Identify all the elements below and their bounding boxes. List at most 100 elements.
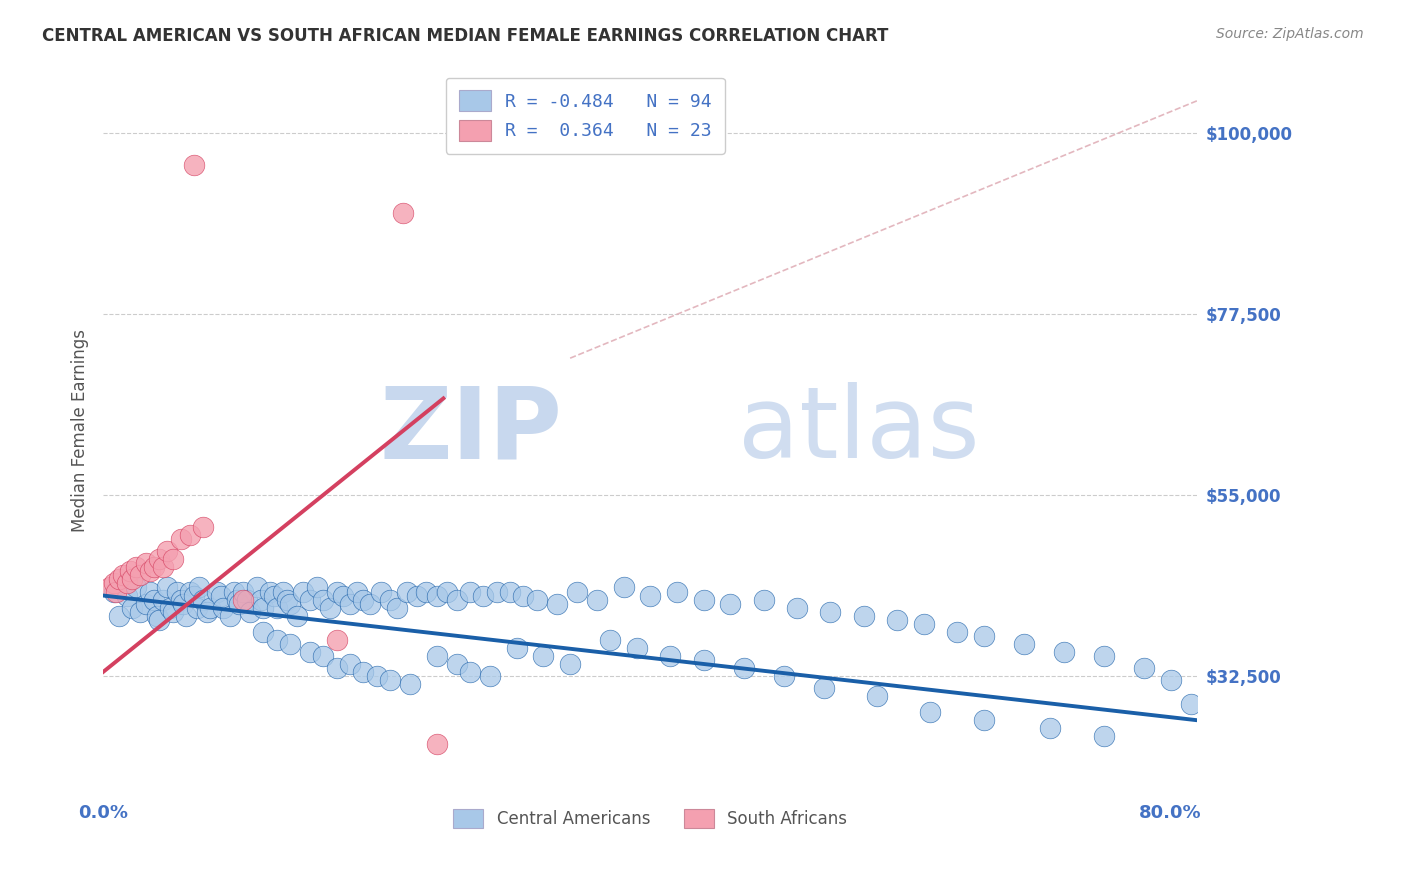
Point [169, 532, 191, 546]
Point [399, 677, 422, 691]
Point [1180, 697, 1202, 711]
Point [183, 158, 205, 172]
Point [946, 624, 969, 639]
Point [209, 589, 232, 603]
Point [142, 560, 165, 574]
Point [526, 592, 548, 607]
Text: Source: ZipAtlas.com: Source: ZipAtlas.com [1216, 27, 1364, 41]
Point [485, 584, 508, 599]
Point [228, 597, 250, 611]
Point [458, 584, 481, 599]
Point [820, 605, 842, 619]
Point [162, 552, 184, 566]
Point [103, 584, 125, 599]
Point [359, 597, 381, 611]
Point [179, 584, 201, 599]
Point [920, 705, 942, 719]
Point [366, 669, 388, 683]
Point [339, 597, 361, 611]
Point [285, 608, 308, 623]
Point [174, 608, 197, 623]
Point [446, 657, 468, 671]
Point [232, 584, 254, 599]
Point [118, 565, 141, 579]
Point [98, 581, 121, 595]
Point [352, 592, 374, 607]
Point [1053, 645, 1076, 659]
Point [415, 584, 437, 599]
Point [1160, 673, 1182, 687]
Point [245, 581, 267, 595]
Point [325, 584, 347, 599]
Point [546, 597, 568, 611]
Point [973, 629, 995, 643]
Point [385, 600, 408, 615]
Point [142, 592, 165, 607]
Point [312, 648, 335, 663]
Point [139, 565, 162, 579]
Point [1092, 648, 1115, 663]
Point [172, 597, 194, 611]
Point [392, 206, 415, 220]
Text: atlas: atlas [738, 382, 980, 479]
Point [426, 589, 449, 603]
Point [148, 613, 170, 627]
Point [325, 632, 347, 647]
Point [135, 557, 157, 571]
Point [352, 665, 374, 679]
Point [112, 568, 135, 582]
Point [378, 592, 401, 607]
Point [305, 581, 328, 595]
Point [298, 645, 321, 659]
Point [266, 632, 288, 647]
Point [426, 648, 449, 663]
Point [121, 600, 143, 615]
Point [912, 616, 935, 631]
Point [249, 592, 271, 607]
Point [135, 597, 157, 611]
Point [108, 573, 131, 587]
Point [692, 592, 714, 607]
Point [692, 653, 714, 667]
Point [612, 581, 634, 595]
Point [166, 584, 188, 599]
Point [499, 584, 522, 599]
Point [506, 640, 529, 655]
Point [152, 560, 174, 574]
Point [565, 584, 588, 599]
Point [278, 597, 301, 611]
Point [718, 597, 741, 611]
Point [188, 581, 211, 595]
Point [169, 592, 191, 607]
Point [370, 584, 392, 599]
Point [325, 661, 347, 675]
Point [266, 600, 288, 615]
Point [252, 624, 274, 639]
Point [278, 637, 301, 651]
Point [405, 589, 427, 603]
Point [212, 600, 235, 615]
Point [263, 589, 285, 603]
Point [205, 584, 228, 599]
Point [121, 573, 143, 587]
Point [219, 608, 242, 623]
Point [236, 592, 259, 607]
Point [103, 576, 125, 591]
Point [378, 673, 401, 687]
Point [125, 581, 148, 595]
Point [105, 584, 128, 599]
Point [512, 589, 534, 603]
Point [115, 576, 138, 591]
Point [1012, 637, 1035, 651]
Point [183, 589, 205, 603]
Point [239, 605, 262, 619]
Point [319, 600, 342, 615]
Point [339, 657, 361, 671]
Point [298, 592, 321, 607]
Point [346, 584, 368, 599]
Point [866, 689, 889, 703]
Point [665, 584, 688, 599]
Point [886, 613, 908, 627]
Point [585, 592, 607, 607]
Point [558, 657, 581, 671]
